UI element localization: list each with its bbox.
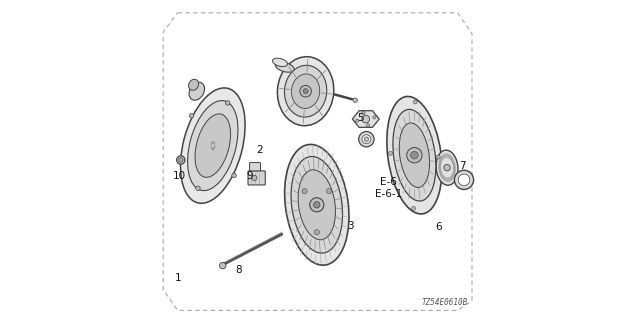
Circle shape bbox=[303, 89, 308, 94]
Circle shape bbox=[407, 148, 422, 163]
Circle shape bbox=[353, 98, 357, 102]
Circle shape bbox=[458, 174, 470, 186]
Circle shape bbox=[252, 175, 257, 180]
Circle shape bbox=[362, 115, 370, 123]
Text: 1: 1 bbox=[175, 273, 182, 284]
Circle shape bbox=[358, 132, 374, 147]
Circle shape bbox=[179, 158, 183, 162]
Circle shape bbox=[196, 186, 200, 190]
Text: 8: 8 bbox=[235, 265, 242, 276]
Text: 10: 10 bbox=[173, 171, 186, 181]
Circle shape bbox=[362, 111, 365, 115]
Circle shape bbox=[310, 198, 324, 212]
Text: 3: 3 bbox=[347, 220, 354, 231]
Circle shape bbox=[436, 155, 440, 159]
Text: 5: 5 bbox=[358, 113, 364, 124]
Circle shape bbox=[444, 164, 451, 171]
Ellipse shape bbox=[399, 123, 429, 188]
Text: 2: 2 bbox=[256, 145, 262, 156]
Circle shape bbox=[189, 114, 194, 118]
Ellipse shape bbox=[189, 82, 205, 100]
Circle shape bbox=[232, 173, 236, 178]
Circle shape bbox=[220, 262, 226, 269]
FancyBboxPatch shape bbox=[248, 171, 265, 185]
Circle shape bbox=[454, 170, 474, 189]
Circle shape bbox=[225, 101, 230, 105]
FancyBboxPatch shape bbox=[250, 163, 260, 171]
Text: TZ54E0610B: TZ54E0610B bbox=[422, 298, 468, 307]
Circle shape bbox=[300, 85, 312, 97]
Ellipse shape bbox=[298, 170, 335, 240]
Circle shape bbox=[326, 188, 332, 194]
Ellipse shape bbox=[277, 57, 334, 126]
Circle shape bbox=[362, 135, 371, 144]
Circle shape bbox=[355, 119, 358, 122]
Ellipse shape bbox=[436, 150, 458, 185]
Ellipse shape bbox=[188, 100, 238, 191]
Text: E-6: E-6 bbox=[380, 177, 397, 188]
Circle shape bbox=[367, 124, 370, 127]
Circle shape bbox=[177, 156, 185, 164]
Circle shape bbox=[411, 151, 419, 159]
Circle shape bbox=[388, 151, 392, 155]
Polygon shape bbox=[352, 111, 380, 127]
Text: 9: 9 bbox=[246, 171, 253, 181]
Ellipse shape bbox=[393, 109, 436, 201]
Ellipse shape bbox=[275, 62, 294, 72]
Circle shape bbox=[364, 137, 369, 141]
Ellipse shape bbox=[273, 58, 287, 67]
Ellipse shape bbox=[291, 156, 342, 253]
Ellipse shape bbox=[291, 74, 320, 108]
Ellipse shape bbox=[195, 114, 230, 177]
Ellipse shape bbox=[180, 88, 245, 203]
Ellipse shape bbox=[285, 144, 349, 265]
Circle shape bbox=[373, 116, 376, 119]
Ellipse shape bbox=[189, 79, 198, 90]
Ellipse shape bbox=[284, 65, 327, 117]
Ellipse shape bbox=[387, 96, 442, 214]
Circle shape bbox=[314, 202, 320, 208]
Circle shape bbox=[314, 230, 319, 235]
Text: E-6-1: E-6-1 bbox=[375, 188, 403, 199]
Circle shape bbox=[412, 206, 415, 210]
Text: 6: 6 bbox=[435, 222, 442, 232]
Text: 7: 7 bbox=[459, 161, 466, 172]
Circle shape bbox=[302, 188, 307, 194]
Circle shape bbox=[413, 100, 417, 104]
